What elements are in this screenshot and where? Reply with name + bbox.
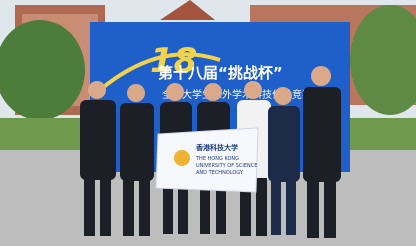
page: 18 第十八届“挑战杯” 全国大学生课外学术科技作品竞赛 香港科技大学 THE …	[0, 0, 416, 246]
banner-title: 第十八届“挑战杯”	[158, 64, 283, 82]
flag-english-line: THE HONG KONG	[195, 156, 239, 162]
flag: 香港科技大学 THE HONG KONG UNIVERSITY OF SCIEN…	[156, 128, 258, 192]
photo: 18 第十八届“挑战杯” 全国大学生课外学术科技作品竞赛 香港科技大学 THE …	[0, 0, 416, 246]
flag-emblem	[174, 150, 190, 166]
flag-english-line: AND TECHNOLOGY	[196, 170, 244, 176]
flag-chinese-name: 香港科技大学	[195, 143, 238, 152]
flag-english-line: UNIVERSITY OF SCIENCE	[196, 163, 257, 169]
